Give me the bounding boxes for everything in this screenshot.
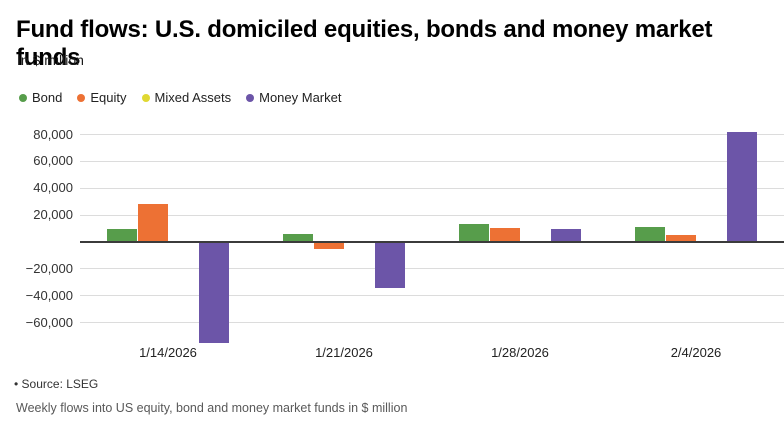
legend-label: Bond: [32, 90, 63, 105]
source-bullet: •: [14, 377, 19, 391]
x-axis-tick-label: 2/4/2026: [670, 345, 722, 360]
legend-dot-icon: [77, 93, 86, 102]
y-axis-tick-label: 60,000: [33, 153, 73, 169]
bar-bond-1-21-2026: [283, 233, 313, 242]
legend-label: Money Market: [259, 90, 342, 105]
legend-dot-icon: [141, 93, 150, 102]
bar-money-market-1-21-2026: [374, 242, 405, 288]
bar-equity-1-14-2026: [137, 204, 168, 242]
y-axis-tick-label: 80,000: [33, 126, 73, 142]
y-axis-tick-label: 40,000: [33, 180, 73, 196]
x-axis-tick-label: 1/28/2026: [491, 345, 549, 360]
legend-item-bond: Bond: [19, 90, 62, 105]
gridline: [80, 214, 784, 216]
bar-money-market-1-14-2026: [198, 242, 229, 343]
bar-bond-1-28-2026: [459, 223, 489, 242]
bar-chart-plot-area: 80,000 60,000 40,000 20,000 −20,000 −40,000 −6…: [0, 118, 784, 366]
gridline: [80, 187, 784, 189]
bar-money-market-1-28-2026: [550, 228, 581, 242]
legend-item-mixed-assets: Mixed Assets: [141, 90, 232, 105]
bar-money-market-2-4-2026: [726, 131, 757, 242]
gridline: [80, 160, 784, 162]
bar-bond-1-14-2026: [107, 228, 137, 242]
gridline: [80, 268, 784, 270]
legend-dot-icon: [19, 93, 27, 102]
source-text: Source: LSEG: [21, 377, 99, 391]
zero-axis-line: [80, 241, 784, 243]
chart-title: Fund flows: U.S. domiciled equities, bon…: [16, 16, 713, 71]
chart-subtitle: In $ million: [17, 52, 84, 68]
legend-label: Mixed Assets: [154, 90, 232, 105]
bar-bond-2-4-2026: [635, 227, 665, 242]
y-axis-tick-label: −20,000: [25, 260, 73, 276]
source-note: • Source: LSEG: [14, 377, 98, 391]
legend-label: Equity: [90, 90, 127, 105]
y-axis-tick-label: −60,000: [25, 314, 73, 330]
x-axis-tick-label: 1/14/2026: [139, 345, 197, 360]
chart-caption: Weekly flows into US equity, bond and mo…: [16, 401, 408, 415]
chart-legend: Bond Equity Mixed Assets Money Market: [19, 90, 341, 105]
y-axis-tick-label: 20,000: [33, 207, 73, 223]
bar-equity-1-28-2026: [489, 227, 520, 242]
bar-equity-2-4-2026: [665, 234, 696, 242]
legend-item-money-market: Money Market: [246, 90, 341, 105]
bar-equity-1-21-2026: [313, 242, 344, 250]
y-axis-tick-label: −40,000: [25, 287, 73, 303]
legend-item-equity: Equity: [77, 90, 127, 105]
gridline: [80, 322, 784, 324]
x-axis-tick-label: 1/21/2026: [315, 345, 373, 360]
gridline: [80, 295, 784, 297]
gridline: [80, 134, 784, 136]
legend-dot-icon: [246, 93, 255, 102]
